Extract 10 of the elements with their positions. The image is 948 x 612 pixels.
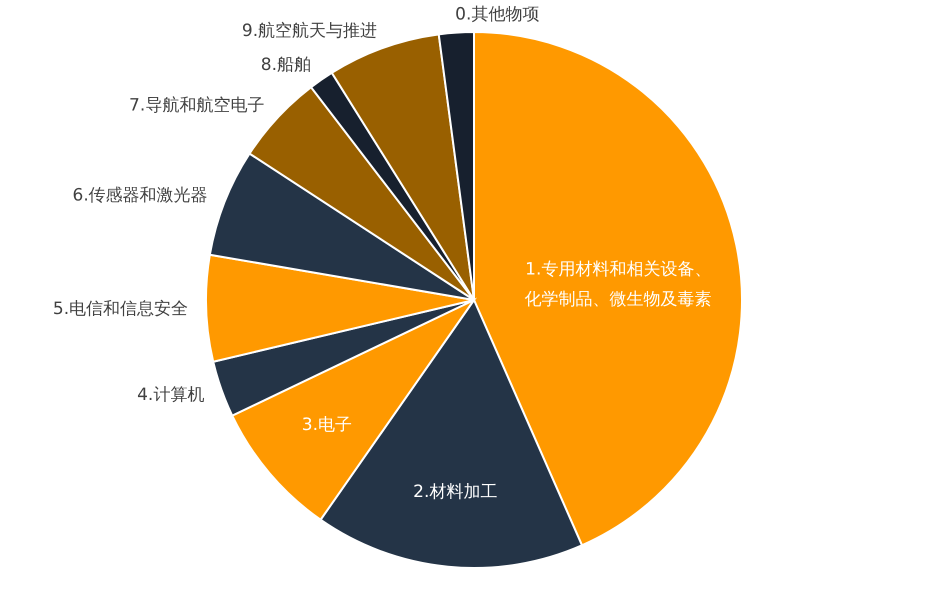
- slice-label: 5.电信和信息安全: [52, 298, 188, 319]
- slice-label: 9.航空航天与推进: [242, 20, 378, 41]
- slice-label: 0.其他物项: [455, 4, 540, 25]
- slice-label: 2.材料加工: [413, 482, 498, 502]
- slice-label: 7.导航和航空电子: [129, 96, 264, 116]
- slice-label: 4.计算机: [137, 385, 204, 406]
- slice-label: 1.专用材料和相关设备、化学制品、微生物及毒素: [524, 260, 712, 310]
- slice-label: 8.船舶: [260, 54, 312, 75]
- slice-label: 3.电子: [302, 414, 352, 435]
- slice-label: 6.传感器和激光器: [72, 186, 208, 206]
